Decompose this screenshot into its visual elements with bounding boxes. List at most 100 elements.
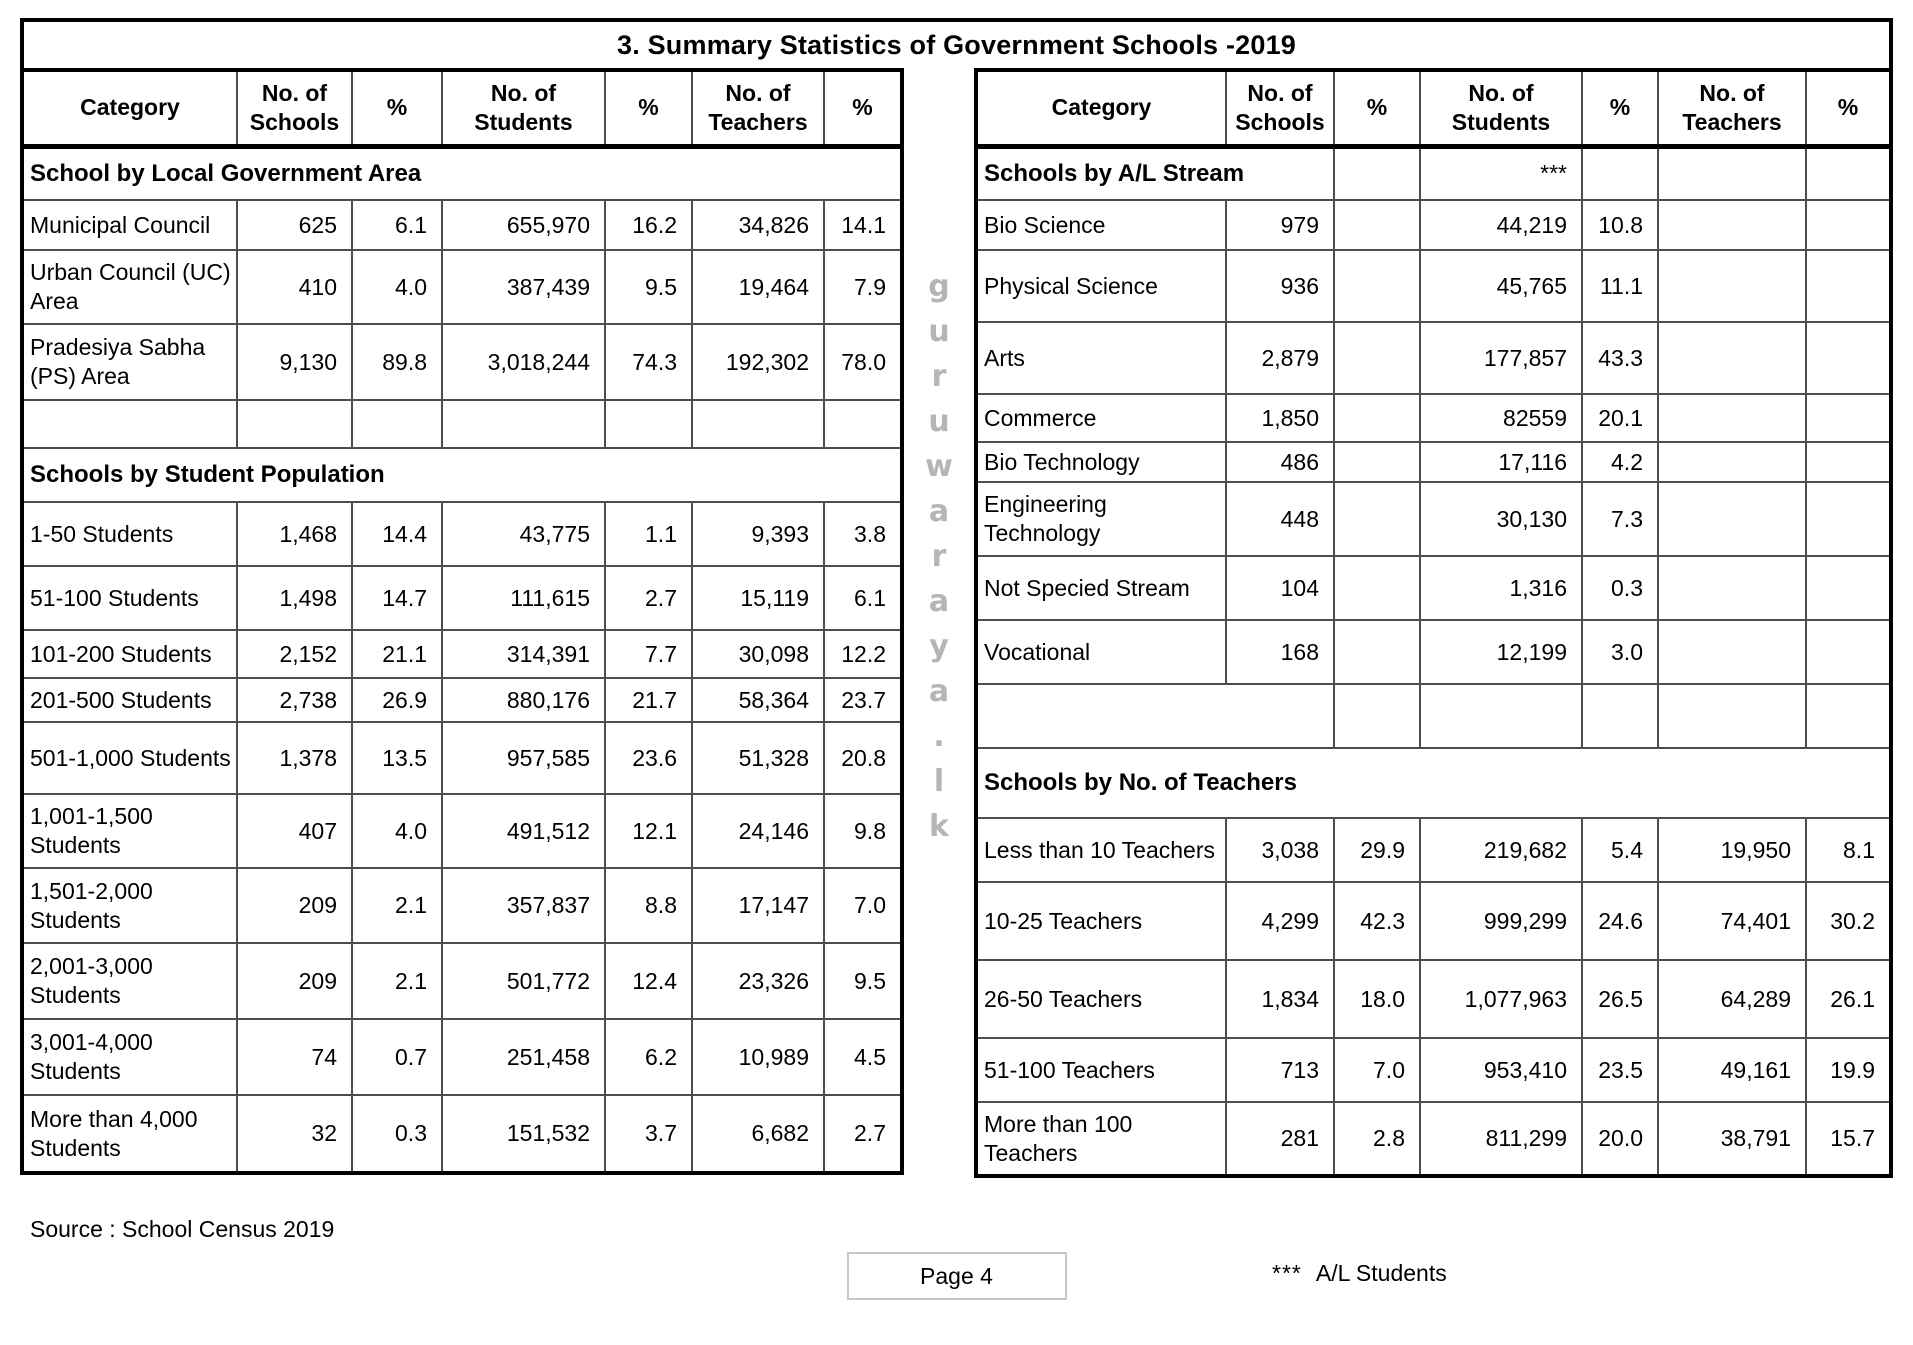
cell: 2,001-3,000 Students [21,942,238,1020]
cell: 1,001-1,500 Students [21,793,238,869]
cell: 151,532 [441,1094,606,1174]
cell: 82559 [1419,393,1583,443]
tables-row: Category No. of Schools% No. of Students% N… [20,68,1893,1178]
watermark-letter: u [928,314,950,349]
cell: 21.7 [604,677,693,723]
page-footer: Source : School Census 2019 Page 4 *** A/… [20,1178,1893,1328]
table-row: Urban Council (UC) Area 410 4.0 387,439 9.5 1… [21,249,903,325]
section-label: Schools by No. of Teachers [975,747,1892,819]
cell [1657,321,1807,395]
cell: 64,289 [1657,959,1807,1039]
cell: Urban Council (UC) Area [21,249,238,325]
cell: 10.8 [1581,199,1659,251]
cell [1657,393,1807,443]
cell: 9.5 [604,249,693,325]
watermark-letter: y [929,629,949,664]
cell: 4.2 [1581,441,1659,483]
cell: 2.1 [351,867,443,944]
cell: 625 [236,199,353,251]
table-row: Bio Technology 486 17,116 4.2 [975,441,1892,483]
page-title: 3. Summary Statistics of Government Scho… [616,29,1297,60]
cell [1333,249,1421,323]
column-header: % [351,69,443,149]
cell: 3,038 [1225,817,1335,883]
empty-cell [1581,683,1659,749]
cell: 30,098 [691,629,825,679]
cell [1805,199,1892,251]
cell: 13.5 [351,721,443,795]
cell: 12.1 [604,793,693,869]
cell: 168 [1225,619,1335,685]
watermark-letter: r [931,539,947,574]
cell: 9,130 [236,323,353,401]
cell: 9.5 [823,942,903,1020]
cell: Pradesiya Sabha (PS) Area [21,323,238,401]
cell: 9,393 [691,501,825,567]
cell: 1,077,963 [1419,959,1583,1039]
cell: 16.2 [604,199,693,251]
cell: 26.5 [1581,959,1659,1039]
table-row: Vocational 168 12,199 3.0 [975,619,1892,685]
cell: 3,018,244 [441,323,606,401]
cell [1333,619,1421,685]
cell [1333,481,1421,557]
cell [1657,199,1807,251]
cell: Less than 10 Teachers [975,817,1227,883]
cell: 10-25 Teachers [975,881,1227,961]
column-header: % [1333,69,1421,149]
cell: 58,364 [691,677,825,723]
table-row: 51-100 Teachers 713 7.0 953,410 23.5 49,161 19… [975,1037,1892,1103]
cell: 29.9 [1333,817,1421,883]
empty-cell [823,399,903,449]
cell: Not Specied Stream [975,555,1227,621]
cell [1333,321,1421,395]
cell: 201-500 Students [21,677,238,723]
table-row: 1,001-1,500 Students 407 4.0 491,512 12.1 24,… [21,793,903,869]
table-row: Less than 10 Teachers 3,038 29.9 219,682 5.4… [975,817,1892,883]
cell: 45,765 [1419,249,1583,323]
table-row: Bio Science 979 44,219 10.8 [975,199,1892,251]
cell: 410 [236,249,353,325]
cell: 6.1 [823,565,903,631]
cell: 6.1 [351,199,443,251]
cell: 209 [236,942,353,1020]
cell: 12.4 [604,942,693,1020]
cell [1805,441,1892,483]
page-number-box: Page 4 [846,1252,1067,1300]
cell: 501-1,000 Students [21,721,238,795]
cell: 7.7 [604,629,693,679]
cell [1581,145,1659,201]
footnote-marker: *** [1272,1260,1302,1286]
empty-cell [1657,683,1807,749]
cell: 953,410 [1419,1037,1583,1103]
cell: 486 [1225,441,1335,483]
column-header: No. of Teachers [691,69,825,149]
cell: 111,615 [441,565,606,631]
watermark-letter: . [933,719,945,754]
cell [1805,321,1892,395]
cell: 491,512 [441,793,606,869]
cell: 42.3 [1333,881,1421,961]
cell [1657,619,1807,685]
cell: 51-100 Teachers [975,1037,1227,1103]
cell: 880,176 [441,677,606,723]
cell [1333,441,1421,483]
cell: 4.0 [351,249,443,325]
section-header-row: Schools by No. of Teachers [975,747,1892,819]
watermark-letter: g [928,269,950,304]
cell: 23.5 [1581,1037,1659,1103]
cell: 4.0 [351,793,443,869]
cell: 19.9 [1805,1037,1892,1103]
cell [1333,555,1421,621]
cell: 10,989 [691,1018,825,1096]
cell: Arts [975,321,1227,395]
section-label: Schools by A/L Stream [975,145,1335,201]
cell: Engineering Technology [975,481,1227,557]
cell: 26-50 Teachers [975,959,1227,1039]
cell: 0.3 [351,1094,443,1174]
cell: 3.8 [823,501,903,567]
cell: 3.0 [1581,619,1659,685]
cell: 74,401 [1657,881,1807,961]
cell: 2,738 [236,677,353,723]
